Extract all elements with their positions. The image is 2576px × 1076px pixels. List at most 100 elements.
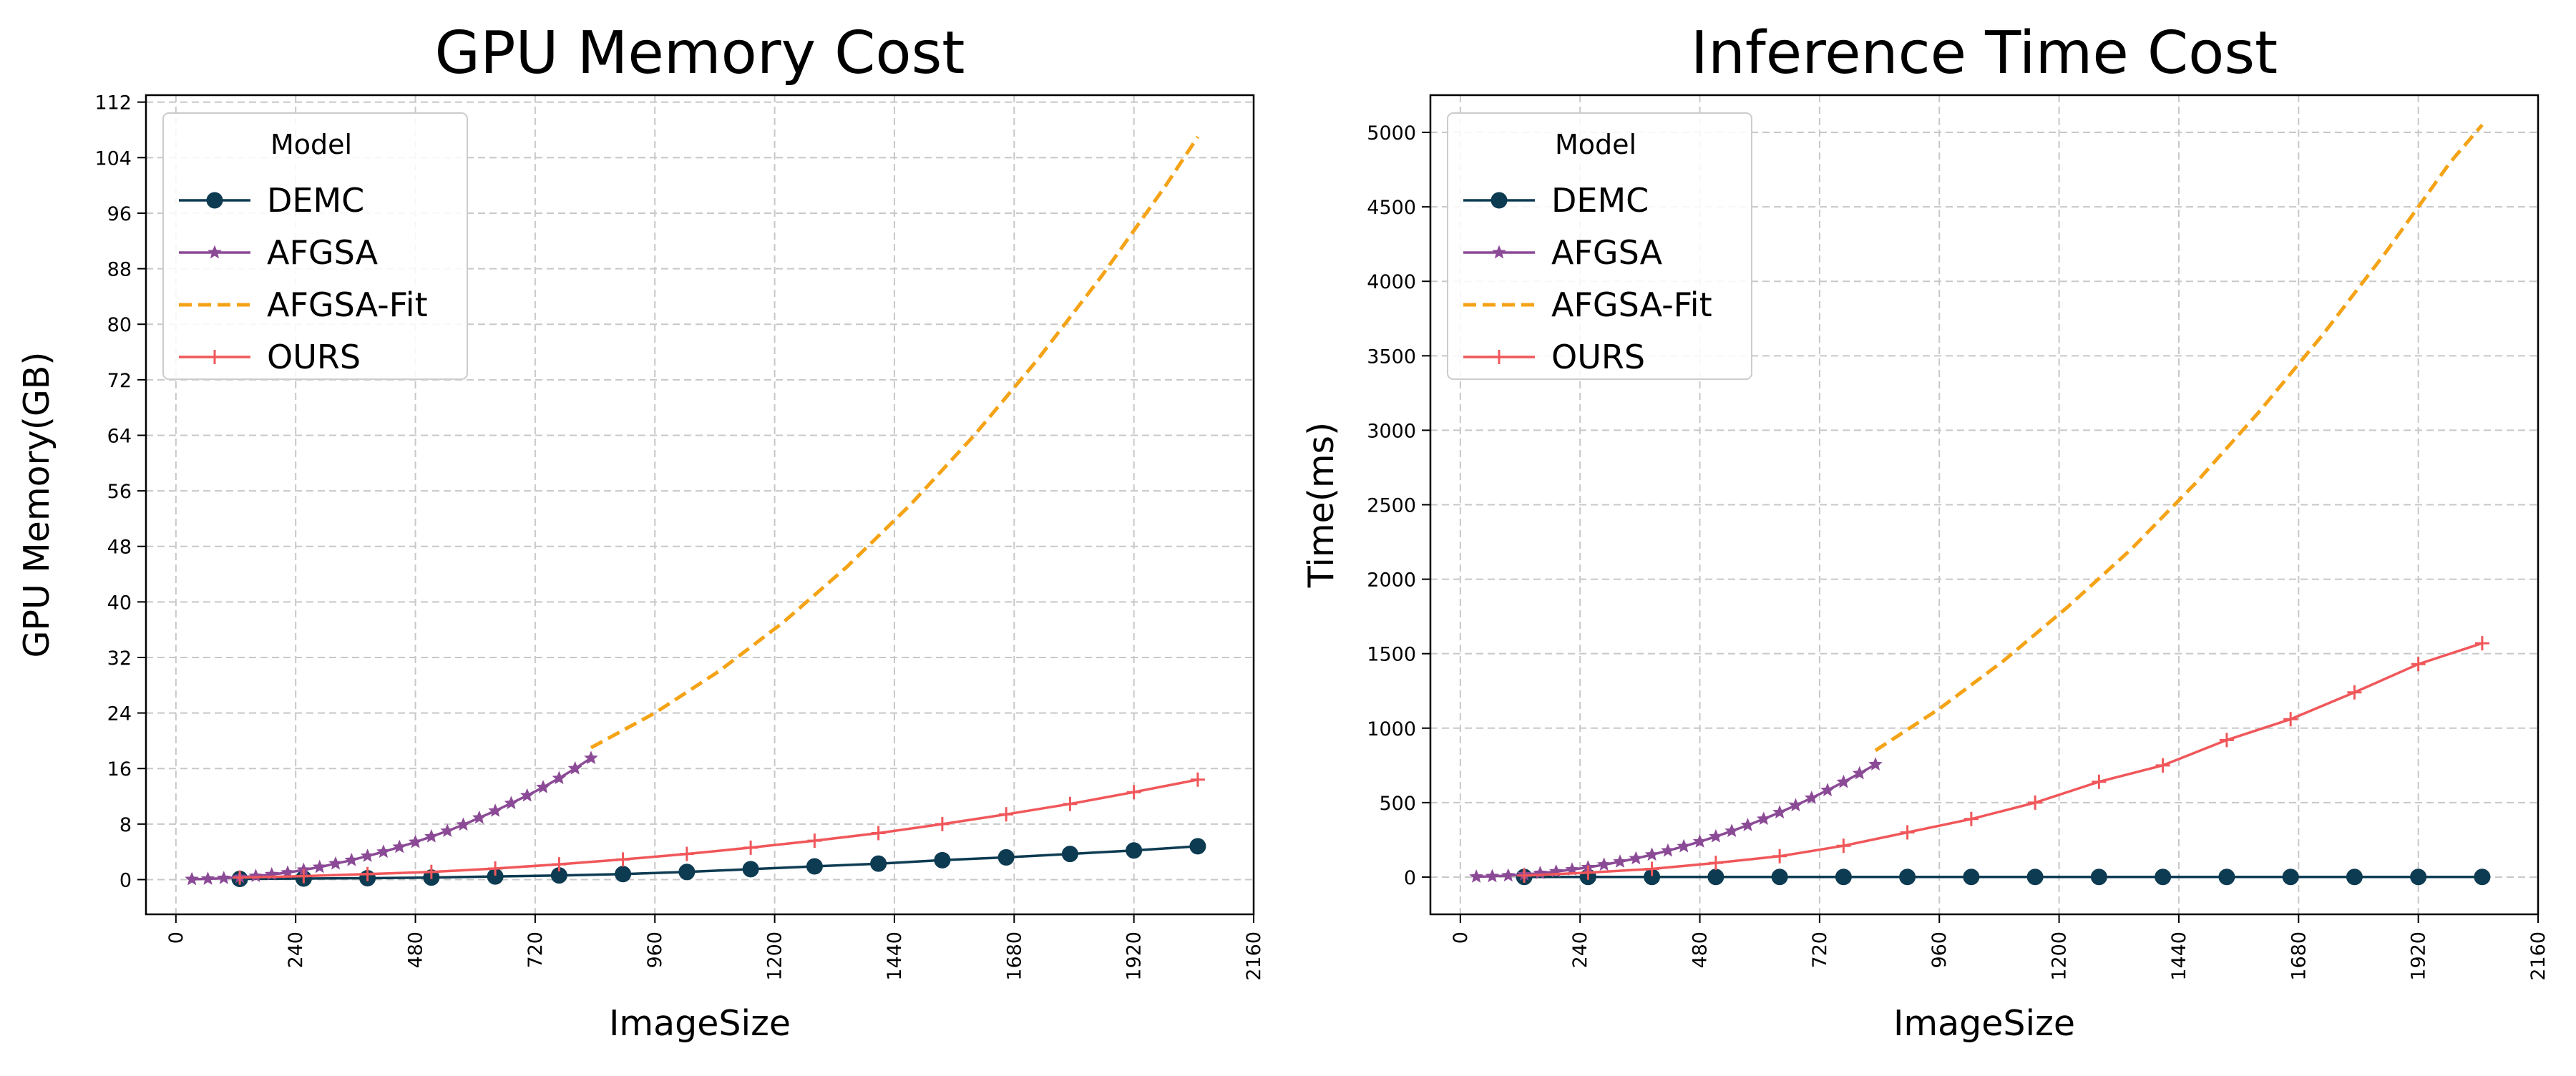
y-tick-label: 24 xyxy=(107,703,132,725)
x-tick-label: 720 xyxy=(1809,931,1831,969)
series-line-ours xyxy=(1524,642,2483,877)
data-point-ours xyxy=(2219,733,2234,748)
y-tick-label: 0 xyxy=(1404,867,1416,889)
data-point-ours xyxy=(1517,868,1532,883)
data-point-afgsa xyxy=(1820,783,1835,796)
data-point-ours xyxy=(2347,685,2362,700)
data-point-ours xyxy=(296,869,311,884)
data-point-ours xyxy=(360,866,375,881)
legend-title: Model xyxy=(1555,129,1636,160)
data-point-afgsa xyxy=(216,871,231,884)
data-point-afgsa xyxy=(1724,823,1739,837)
x-tick-label: 1680 xyxy=(2288,931,2310,981)
x-tick-label: 720 xyxy=(525,931,547,969)
legend-box xyxy=(1447,112,1752,380)
y-axis-label: Time(ms) xyxy=(1301,422,1342,588)
data-point-afgsa xyxy=(328,856,343,870)
data-point-afgsa xyxy=(1613,854,1627,868)
legend-title: Model xyxy=(270,129,352,160)
y-tick-label: 80 xyxy=(107,314,132,336)
x-tick-label: 1200 xyxy=(2049,931,2071,981)
series-line-ours xyxy=(240,778,1199,879)
data-point-afgsa xyxy=(1788,798,1803,812)
y-tick-label: 4500 xyxy=(1367,197,1416,219)
data-point-afgsa xyxy=(1772,805,1787,818)
data-point-afgsa xyxy=(1740,818,1755,831)
data-point-afgsa xyxy=(488,803,502,817)
data-point-demc xyxy=(1189,838,1206,855)
legend-label-afgsa: AFGSA xyxy=(1551,233,1663,272)
series-group xyxy=(1469,123,2491,886)
data-point-afgsa xyxy=(1852,766,1867,780)
data-point-demc xyxy=(1835,869,1852,886)
data-point-ours xyxy=(1836,838,1851,854)
data-point-ours xyxy=(743,840,758,855)
legend: Model DEMC AFGSA AFGSA-Fit OURS xyxy=(162,112,468,380)
legend-label-ours: OURS xyxy=(1551,338,1645,376)
data-point-ours xyxy=(2411,657,2426,672)
data-point-demc xyxy=(2474,869,2491,886)
plot-frame xyxy=(1429,94,2540,916)
series-line-afgsa-fit xyxy=(590,135,1199,750)
data-point-afgsa xyxy=(1469,869,1483,883)
data-point-afgsa xyxy=(519,788,535,802)
legend-label-afgsa-fit: AFGSA-Fit xyxy=(1551,285,1712,324)
data-point-ours xyxy=(1190,772,1205,787)
y-tick-label: 1000 xyxy=(1367,718,1416,740)
y-tick-label: 104 xyxy=(94,147,132,170)
data-point-afgsa xyxy=(1709,828,1723,843)
data-point-demc xyxy=(1126,842,1143,859)
data-point-ours xyxy=(999,807,1014,822)
data-point-demc xyxy=(2155,869,2172,886)
chart-panel-2: 0 240 480 720 960 1200 1440 1680 1920 2160 0 500 100… xyxy=(1301,19,2550,1044)
legend-marker-demc xyxy=(206,192,223,209)
y-tick-label: 8 xyxy=(119,814,132,836)
chart-title: GPU Memory Cost xyxy=(435,19,965,87)
y-tick-label: 32 xyxy=(107,647,132,670)
y-tick-label: 500 xyxy=(1379,793,1416,815)
data-point-ours xyxy=(2283,712,2298,727)
series-group xyxy=(185,135,1206,888)
data-point-afgsa xyxy=(1485,869,1500,883)
legend-label-demc: DEMC xyxy=(267,181,364,220)
data-point-ours xyxy=(871,826,886,841)
x-tick-label: 960 xyxy=(1928,931,1951,969)
data-point-ours xyxy=(2474,636,2489,651)
data-point-afgsa xyxy=(200,871,215,885)
y-tick-label: 64 xyxy=(107,425,132,447)
legend-label-afgsa-fit: AFGSA-Fit xyxy=(267,285,428,324)
data-point-demc xyxy=(806,858,823,875)
data-point-afgsa xyxy=(1804,791,1819,804)
data-point-afgsa xyxy=(1501,868,1516,882)
y-tick-label: 88 xyxy=(107,259,132,281)
legend-label-ours: OURS xyxy=(267,338,361,376)
x-tick-label: 1440 xyxy=(2168,931,2190,981)
data-point-demc xyxy=(2410,869,2427,886)
plot-frame xyxy=(145,94,1255,916)
chart-title: Inference Time Cost xyxy=(1691,19,2278,87)
y-tick-label: 40 xyxy=(107,592,132,614)
series-line-afgsa xyxy=(192,757,592,881)
x-tick-label: 240 xyxy=(285,931,307,969)
data-point-ours xyxy=(935,816,950,831)
data-point-ours xyxy=(1063,796,1078,811)
data-point-demc xyxy=(742,861,759,878)
data-point-demc xyxy=(2218,869,2235,886)
data-point-demc xyxy=(997,848,1015,866)
y-tick-label: 96 xyxy=(107,203,132,225)
data-point-ours xyxy=(807,833,822,848)
data-point-afgsa xyxy=(344,852,359,866)
y-tick-label: 2500 xyxy=(1367,495,1416,517)
data-point-demc xyxy=(1963,869,1980,886)
x-axis-label: ImageSize xyxy=(1893,1003,2075,1044)
data-point-demc xyxy=(1707,869,1724,886)
data-point-afgsa xyxy=(392,839,407,854)
series-line-afgsa-fit xyxy=(1874,123,2484,753)
y-tick-label: 112 xyxy=(94,92,132,114)
data-point-afgsa xyxy=(504,796,519,810)
legend-label-afgsa: AFGSA xyxy=(267,233,379,272)
data-point-afgsa xyxy=(1868,757,1883,771)
x-axis-label: ImageSize xyxy=(609,1003,791,1044)
y-axis-label: GPU Memory(GB) xyxy=(16,351,57,657)
